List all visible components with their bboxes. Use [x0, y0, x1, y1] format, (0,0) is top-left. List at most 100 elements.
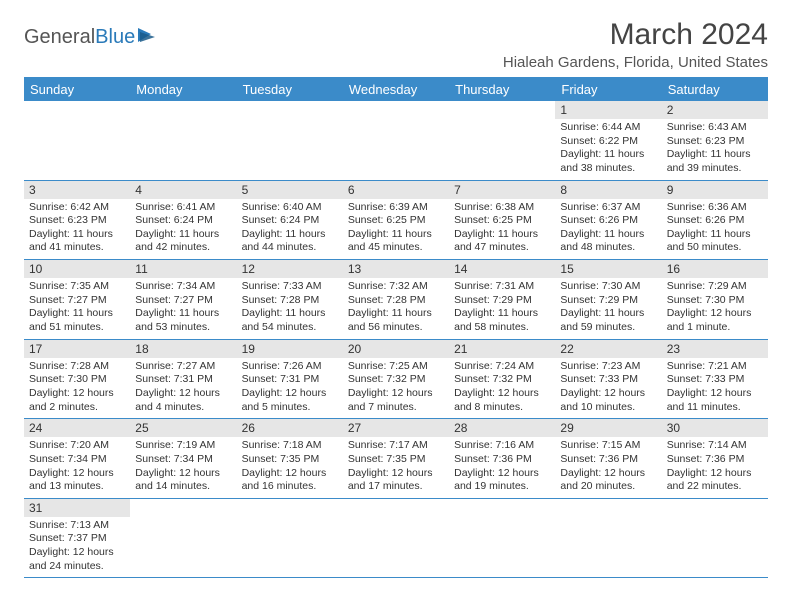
day-details: Sunrise: 6:41 AMSunset: 6:24 PMDaylight:… — [130, 199, 236, 260]
calendar-cell: 29Sunrise: 7:15 AMSunset: 7:36 PMDayligh… — [555, 419, 661, 499]
calendar-cell: 16Sunrise: 7:29 AMSunset: 7:30 PMDayligh… — [662, 260, 768, 340]
day-details: Sunrise: 7:19 AMSunset: 7:34 PMDaylight:… — [130, 437, 236, 498]
calendar-cell: 15Sunrise: 7:30 AMSunset: 7:29 PMDayligh… — [555, 260, 661, 340]
day-details: Sunrise: 7:34 AMSunset: 7:27 PMDaylight:… — [130, 278, 236, 339]
day-number: 7 — [449, 181, 555, 199]
day-number: 27 — [343, 419, 449, 437]
calendar-table: Sunday Monday Tuesday Wednesday Thursday… — [24, 77, 768, 578]
day-details: Sunrise: 7:21 AMSunset: 7:33 PMDaylight:… — [662, 358, 768, 419]
calendar-cell: 26Sunrise: 7:18 AMSunset: 7:35 PMDayligh… — [237, 419, 343, 499]
day-details: Sunrise: 7:35 AMSunset: 7:27 PMDaylight:… — [24, 278, 130, 339]
day-number: 26 — [237, 419, 343, 437]
day-number: 15 — [555, 260, 661, 278]
weekday-header: Tuesday — [237, 78, 343, 102]
calendar-cell: 14Sunrise: 7:31 AMSunset: 7:29 PMDayligh… — [449, 260, 555, 340]
calendar-cell — [555, 498, 661, 578]
calendar-cell — [237, 498, 343, 578]
day-details: Sunrise: 7:14 AMSunset: 7:36 PMDaylight:… — [662, 437, 768, 498]
weekday-header: Friday — [555, 78, 661, 102]
day-number: 23 — [662, 340, 768, 358]
calendar-row: 17Sunrise: 7:28 AMSunset: 7:30 PMDayligh… — [24, 339, 768, 419]
calendar-cell — [343, 498, 449, 578]
calendar-cell: 17Sunrise: 7:28 AMSunset: 7:30 PMDayligh… — [24, 339, 130, 419]
day-details: Sunrise: 6:43 AMSunset: 6:23 PMDaylight:… — [662, 119, 768, 180]
day-number: 11 — [130, 260, 236, 278]
calendar-cell: 8Sunrise: 6:37 AMSunset: 6:26 PMDaylight… — [555, 180, 661, 260]
day-number: 2 — [662, 101, 768, 119]
day-number: 1 — [555, 101, 661, 119]
calendar-cell: 5Sunrise: 6:40 AMSunset: 6:24 PMDaylight… — [237, 180, 343, 260]
day-details: Sunrise: 7:33 AMSunset: 7:28 PMDaylight:… — [237, 278, 343, 339]
calendar-cell — [237, 101, 343, 180]
day-details: Sunrise: 6:42 AMSunset: 6:23 PMDaylight:… — [24, 199, 130, 260]
title-block: March 2024 Hialeah Gardens, Florida, Uni… — [503, 18, 768, 71]
calendar-cell — [449, 498, 555, 578]
header: GeneralBlue March 2024 Hialeah Gardens, … — [24, 18, 768, 71]
calendar-cell: 6Sunrise: 6:39 AMSunset: 6:25 PMDaylight… — [343, 180, 449, 260]
day-number: 14 — [449, 260, 555, 278]
day-details: Sunrise: 7:20 AMSunset: 7:34 PMDaylight:… — [24, 437, 130, 498]
day-number: 24 — [24, 419, 130, 437]
calendar-cell: 10Sunrise: 7:35 AMSunset: 7:27 PMDayligh… — [24, 260, 130, 340]
day-details: Sunrise: 7:30 AMSunset: 7:29 PMDaylight:… — [555, 278, 661, 339]
logo-text-2: Blue — [95, 26, 135, 49]
day-number: 13 — [343, 260, 449, 278]
day-number: 16 — [662, 260, 768, 278]
day-details: Sunrise: 7:16 AMSunset: 7:36 PMDaylight:… — [449, 437, 555, 498]
day-details: Sunrise: 7:13 AMSunset: 7:37 PMDaylight:… — [24, 517, 130, 578]
day-details: Sunrise: 7:26 AMSunset: 7:31 PMDaylight:… — [237, 358, 343, 419]
calendar-row: 31Sunrise: 7:13 AMSunset: 7:37 PMDayligh… — [24, 498, 768, 578]
day-number: 21 — [449, 340, 555, 358]
calendar-cell: 13Sunrise: 7:32 AMSunset: 7:28 PMDayligh… — [343, 260, 449, 340]
calendar-body: 1Sunrise: 6:44 AMSunset: 6:22 PMDaylight… — [24, 101, 768, 578]
day-number: 31 — [24, 499, 130, 517]
calendar-cell: 21Sunrise: 7:24 AMSunset: 7:32 PMDayligh… — [449, 339, 555, 419]
page-title: March 2024 — [503, 18, 768, 52]
day-details: Sunrise: 7:25 AMSunset: 7:32 PMDaylight:… — [343, 358, 449, 419]
weekday-header-row: Sunday Monday Tuesday Wednesday Thursday… — [24, 78, 768, 102]
calendar-cell: 20Sunrise: 7:25 AMSunset: 7:32 PMDayligh… — [343, 339, 449, 419]
weekday-header: Thursday — [449, 78, 555, 102]
weekday-header: Wednesday — [343, 78, 449, 102]
weekday-header: Sunday — [24, 78, 130, 102]
calendar-cell: 18Sunrise: 7:27 AMSunset: 7:31 PMDayligh… — [130, 339, 236, 419]
day-number: 9 — [662, 181, 768, 199]
calendar-cell: 31Sunrise: 7:13 AMSunset: 7:37 PMDayligh… — [24, 498, 130, 578]
weekday-header: Monday — [130, 78, 236, 102]
calendar-cell: 22Sunrise: 7:23 AMSunset: 7:33 PMDayligh… — [555, 339, 661, 419]
day-details: Sunrise: 6:40 AMSunset: 6:24 PMDaylight:… — [237, 199, 343, 260]
day-details: Sunrise: 7:24 AMSunset: 7:32 PMDaylight:… — [449, 358, 555, 419]
calendar-cell — [130, 101, 236, 180]
day-details: Sunrise: 7:27 AMSunset: 7:31 PMDaylight:… — [130, 358, 236, 419]
calendar-cell: 11Sunrise: 7:34 AMSunset: 7:27 PMDayligh… — [130, 260, 236, 340]
day-details: Sunrise: 7:28 AMSunset: 7:30 PMDaylight:… — [24, 358, 130, 419]
day-details: Sunrise: 6:38 AMSunset: 6:25 PMDaylight:… — [449, 199, 555, 260]
day-number: 6 — [343, 181, 449, 199]
calendar-row: 24Sunrise: 7:20 AMSunset: 7:34 PMDayligh… — [24, 419, 768, 499]
calendar-cell: 12Sunrise: 7:33 AMSunset: 7:28 PMDayligh… — [237, 260, 343, 340]
calendar-cell: 2Sunrise: 6:43 AMSunset: 6:23 PMDaylight… — [662, 101, 768, 180]
day-number: 18 — [130, 340, 236, 358]
flag-icon — [137, 26, 159, 49]
day-number: 3 — [24, 181, 130, 199]
logo: GeneralBlue — [24, 18, 159, 49]
day-number: 22 — [555, 340, 661, 358]
day-details: Sunrise: 7:31 AMSunset: 7:29 PMDaylight:… — [449, 278, 555, 339]
day-details: Sunrise: 6:44 AMSunset: 6:22 PMDaylight:… — [555, 119, 661, 180]
calendar-cell: 7Sunrise: 6:38 AMSunset: 6:25 PMDaylight… — [449, 180, 555, 260]
day-number: 19 — [237, 340, 343, 358]
day-details: Sunrise: 7:32 AMSunset: 7:28 PMDaylight:… — [343, 278, 449, 339]
day-number: 20 — [343, 340, 449, 358]
calendar-cell — [130, 498, 236, 578]
day-details: Sunrise: 6:37 AMSunset: 6:26 PMDaylight:… — [555, 199, 661, 260]
weekday-header: Saturday — [662, 78, 768, 102]
calendar-cell: 9Sunrise: 6:36 AMSunset: 6:26 PMDaylight… — [662, 180, 768, 260]
logo-text-1: General — [24, 26, 95, 49]
day-number: 25 — [130, 419, 236, 437]
day-number: 17 — [24, 340, 130, 358]
day-details: Sunrise: 7:17 AMSunset: 7:35 PMDaylight:… — [343, 437, 449, 498]
calendar-cell: 30Sunrise: 7:14 AMSunset: 7:36 PMDayligh… — [662, 419, 768, 499]
calendar-cell: 25Sunrise: 7:19 AMSunset: 7:34 PMDayligh… — [130, 419, 236, 499]
calendar-cell — [662, 498, 768, 578]
day-details: Sunrise: 7:23 AMSunset: 7:33 PMDaylight:… — [555, 358, 661, 419]
